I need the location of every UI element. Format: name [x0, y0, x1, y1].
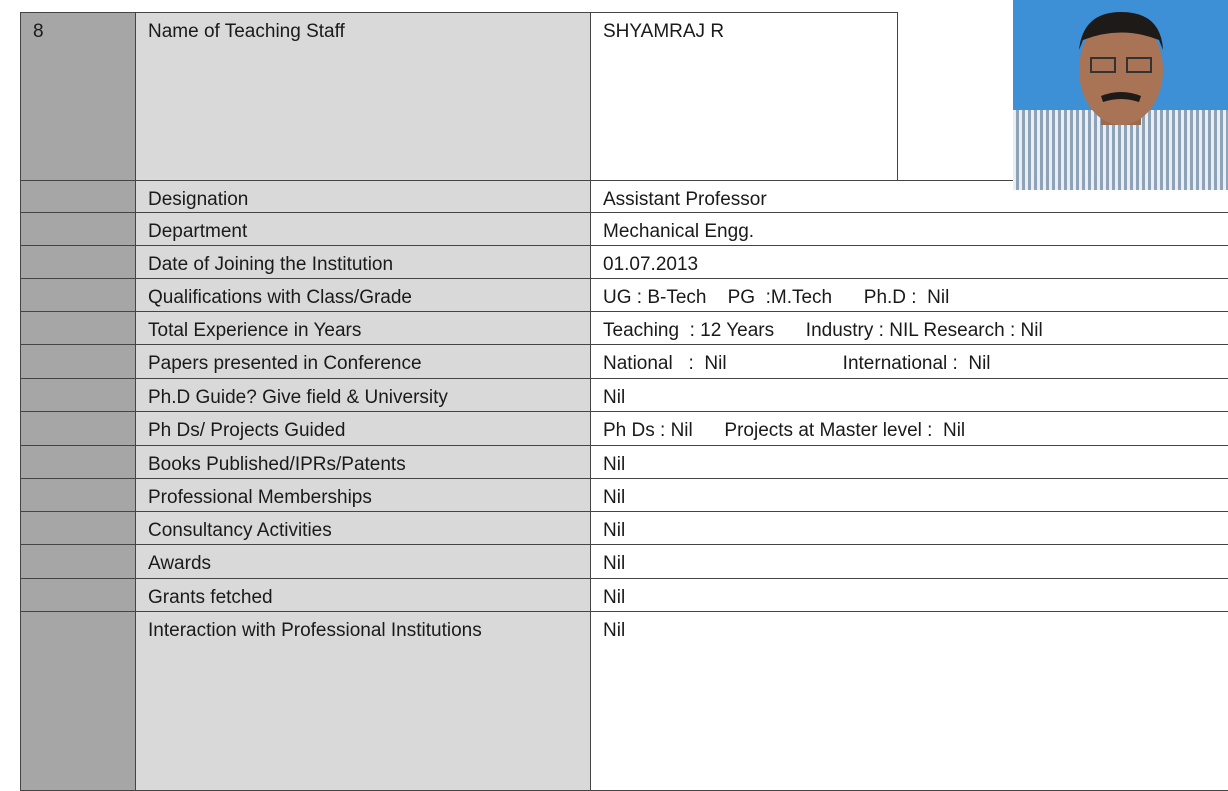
- field-value: Nil: [590, 445, 1228, 479]
- row-number: [20, 378, 136, 412]
- row-number: [20, 478, 136, 512]
- row-number: [20, 278, 136, 312]
- row-number: [20, 511, 136, 545]
- row-number: [20, 578, 136, 612]
- field-label: Total Experience in Years: [135, 311, 591, 345]
- row-number: [20, 445, 136, 479]
- field-label: Awards: [135, 544, 591, 579]
- field-label: Qualifications with Class/Grade: [135, 278, 591, 312]
- field-label: Grants fetched: [135, 578, 591, 612]
- field-label: Books Published/IPRs/Patents: [135, 445, 591, 479]
- field-label: Professional Memberships: [135, 478, 591, 512]
- row-number: 8: [20, 12, 136, 181]
- field-label: Ph.D Guide? Give field & University: [135, 378, 591, 412]
- field-label: Ph Ds/ Projects Guided: [135, 411, 591, 446]
- field-value: Nil: [590, 478, 1228, 512]
- field-value: SHYAMRAJ R: [590, 12, 898, 181]
- field-value: Teaching : 12 Years Industry : NIL Resea…: [590, 311, 1228, 345]
- row-number: [20, 411, 136, 446]
- row-number: [20, 311, 136, 345]
- field-value: Nil: [590, 378, 1228, 412]
- row-number: [20, 245, 136, 279]
- field-value: Nil: [590, 611, 1228, 791]
- field-label: Consultancy Activities: [135, 511, 591, 545]
- field-value: Nil: [590, 578, 1228, 612]
- field-value: National : Nil International : Nil: [590, 344, 1228, 379]
- field-value: Mechanical Engg.: [590, 212, 1228, 246]
- field-value: Nil: [590, 544, 1228, 579]
- row-number: [20, 344, 136, 379]
- row-number: [20, 544, 136, 579]
- staff-photo: [1013, 0, 1228, 190]
- field-label: Department: [135, 212, 591, 246]
- field-label: Designation: [135, 180, 591, 213]
- row-number: [20, 212, 136, 246]
- row-number: [20, 611, 136, 791]
- field-value: 01.07.2013: [590, 245, 1228, 279]
- field-label: Interaction with Professional Institutio…: [135, 611, 591, 791]
- row-number: [20, 180, 136, 213]
- field-value: UG : B-Tech PG :M.Tech Ph.D : Nil: [590, 278, 1228, 312]
- field-label: Name of Teaching Staff: [135, 12, 591, 181]
- field-value: Ph Ds : Nil Projects at Master level : N…: [590, 411, 1228, 446]
- field-label: Date of Joining the Institution: [135, 245, 591, 279]
- field-value: Nil: [590, 511, 1228, 545]
- field-label: Papers presented in Conference: [135, 344, 591, 379]
